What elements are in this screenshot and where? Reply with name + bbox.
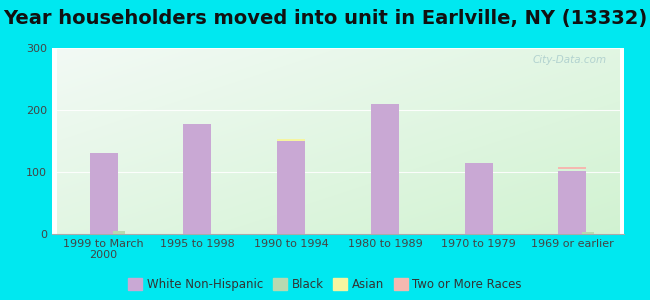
- Bar: [277, 141, 305, 234]
- Bar: [558, 167, 586, 169]
- Bar: [558, 171, 586, 234]
- Bar: [113, 231, 125, 234]
- Bar: [90, 153, 118, 234]
- Bar: [183, 124, 211, 234]
- Bar: [370, 104, 399, 234]
- Text: Year householders moved into unit in Earlville, NY (13332): Year householders moved into unit in Ear…: [3, 9, 647, 28]
- Legend: White Non-Hispanic, Black, Asian, Two or More Races: White Non-Hispanic, Black, Asian, Two or…: [128, 278, 522, 291]
- Bar: [277, 139, 305, 141]
- Text: City-Data.com: City-Data.com: [533, 56, 607, 65]
- Bar: [465, 163, 493, 234]
- Bar: [582, 232, 593, 234]
